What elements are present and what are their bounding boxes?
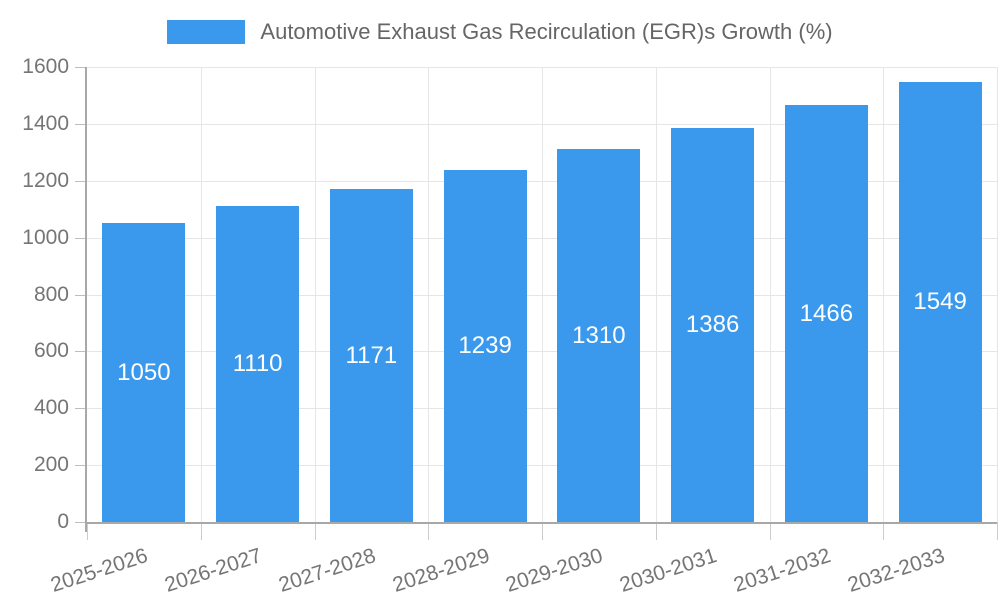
y-tick-label: 600 (33, 339, 69, 363)
y-tick (75, 237, 87, 239)
y-tick (75, 522, 87, 523)
x-gridline (200, 67, 202, 522)
bar[interactable]: 1110 (216, 206, 300, 522)
bar[interactable]: 1386 (671, 127, 755, 522)
bar[interactable]: 1466 (784, 105, 868, 522)
y-tick-label: 1400 (22, 111, 69, 135)
y-tick (75, 465, 87, 467)
y-tick (75, 351, 87, 353)
legend-swatch (167, 20, 246, 44)
x-tick (200, 522, 202, 540)
x-gridline (542, 67, 543, 522)
x-tick (655, 522, 657, 540)
x-gridline (769, 67, 771, 522)
y-axis-line (85, 67, 87, 532)
x-tick-label: 2025-2026 (48, 544, 151, 597)
x-tick (542, 522, 543, 540)
bar-value-label: 1549 (913, 287, 967, 315)
x-tick-label: 2026-2027 (162, 544, 265, 597)
x-gridline (428, 67, 430, 522)
y-tick (75, 67, 87, 68)
x-tick-label: 2030-2031 (617, 544, 720, 597)
x-tick (997, 522, 998, 540)
y-tick (75, 408, 87, 410)
bar-value-label: 1466 (799, 299, 854, 327)
bar-value-label: 1239 (458, 331, 512, 359)
x-gridline (655, 67, 657, 522)
bar-value-label: 1386 (685, 310, 740, 338)
x-tick-label: 2031-2032 (730, 544, 834, 597)
bar[interactable]: 1171 (329, 189, 413, 522)
x-gridline (997, 67, 998, 522)
legend[interactable]: Automotive Exhaust Gas Recirculation (EG… (0, 19, 1000, 45)
plot-area: 0 200 400 600 800 1000 1200 1400 1600 1050 2025-20… (22, 55, 998, 597)
y-tick (75, 123, 87, 125)
y-tick-label: 400 (33, 396, 69, 420)
x-axis-line (85, 522, 997, 524)
bar-value-label: 1310 (572, 321, 626, 349)
bar[interactable]: 1310 (557, 149, 641, 522)
x-tick-label: 2027-2028 (275, 544, 379, 597)
x-tick-label: 2032-2033 (844, 544, 948, 597)
bar-value-label: 1110 (232, 350, 283, 378)
y-tick-label: 1600 (22, 55, 69, 78)
y-tick-label: 1200 (22, 168, 69, 192)
bar[interactable]: 1050 (102, 223, 186, 522)
x-tick (883, 522, 885, 540)
y-tick-label: 800 (33, 282, 69, 306)
x-tick-label: 2028-2029 (389, 544, 493, 597)
bar[interactable]: 1549 (898, 81, 982, 522)
bar-value-label: 1050 (117, 358, 171, 386)
y-tick-label: 200 (33, 453, 69, 477)
bar-value-label: 1171 (345, 341, 398, 369)
x-tick (87, 522, 88, 540)
y-tick-label: 1000 (22, 225, 69, 249)
x-tick (769, 522, 771, 540)
y-tick (75, 294, 87, 296)
legend-label: Automotive Exhaust Gas Recirculation (EG… (260, 19, 833, 44)
x-tick (428, 522, 430, 540)
x-gridline (883, 67, 885, 522)
y-tick (75, 180, 87, 182)
x-tick-label: 2029-2030 (503, 544, 606, 597)
bar[interactable]: 1239 (443, 169, 527, 522)
y-tick-label: 0 (57, 510, 69, 533)
x-tick (314, 522, 316, 540)
x-gridline (314, 67, 316, 522)
